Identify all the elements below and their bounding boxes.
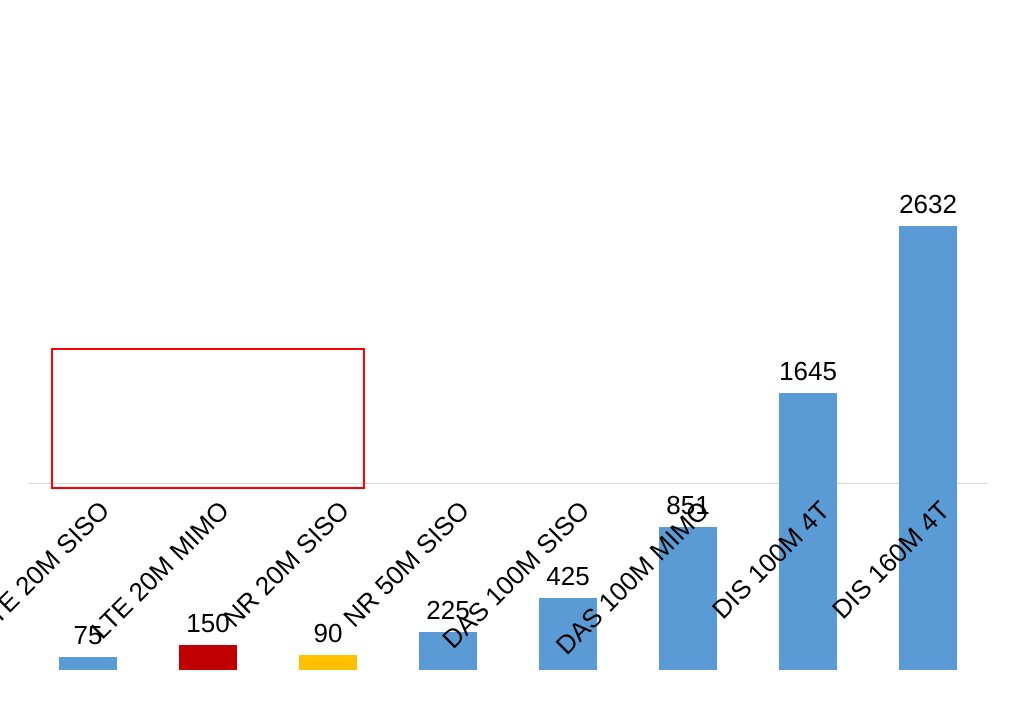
x-axis-labels: LTE 20M SISOLTE 20M MIMONR 20M SISONR 50… [28, 483, 988, 670]
bar-value-label: 2632 [899, 189, 957, 220]
plot-area: 751509022542585116452632 LTE 20M SISOLTE… [28, 20, 988, 670]
x-label-slot: DIS 100M 4T [748, 483, 868, 670]
x-label-slot: LTE 20M MIMO [148, 483, 268, 670]
x-label-slot: NR 20M SISO [268, 483, 388, 670]
x-label-slot: LTE 20M SISO [28, 483, 148, 670]
bar-value-label: 1645 [779, 356, 837, 387]
highlight-box [51, 348, 365, 489]
x-label-slot: DAS 100M MIMO [628, 483, 748, 670]
bar-chart: 751509022542585116452632 LTE 20M SISOLTE… [0, 0, 1019, 709]
x-label-slot: DIS 160M 4T [868, 483, 988, 670]
